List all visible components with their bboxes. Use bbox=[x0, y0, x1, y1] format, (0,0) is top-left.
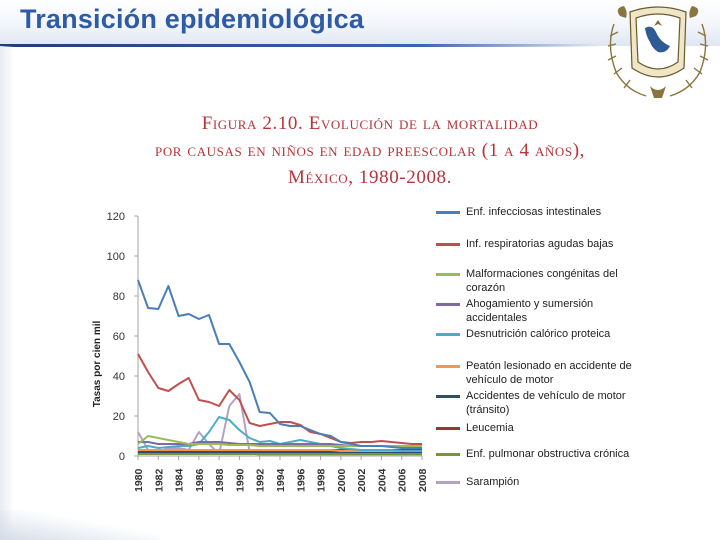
unam-crest-logo bbox=[607, 6, 709, 98]
y-tick-label: 0 bbox=[119, 451, 125, 463]
x-tick-label: 1998 bbox=[316, 468, 328, 492]
legend-swatch bbox=[436, 453, 460, 456]
y-axis-label: Tasas por cien mil bbox=[92, 321, 103, 408]
x-tick-label: 2008 bbox=[417, 468, 429, 492]
legend-swatch bbox=[436, 211, 460, 214]
legend-swatch bbox=[436, 365, 460, 368]
legend-swatch bbox=[436, 395, 460, 398]
legend-swatch bbox=[436, 481, 460, 484]
x-tick-label: 2002 bbox=[356, 468, 368, 492]
y-tick-label: 80 bbox=[113, 291, 125, 303]
y-tick-label: 40 bbox=[113, 371, 125, 383]
figure-caption: Figura 2.10. Evolución de la mortalidad … bbox=[90, 110, 650, 191]
caption-line-3: México, 1980-2008. bbox=[288, 167, 452, 188]
legend-swatch bbox=[436, 273, 460, 276]
x-tick-label: 1986 bbox=[194, 468, 206, 492]
bottom-decoration bbox=[0, 510, 160, 540]
legend-label: Inf. respiratorias agudas bajas bbox=[466, 238, 614, 250]
caption-line-1: Figura 2.10. Evolución de la mortalidad bbox=[201, 113, 539, 134]
x-tick-label: 2000 bbox=[336, 468, 348, 492]
legend-label: Leucemia bbox=[466, 422, 514, 434]
legend-label: Ahogamiento y sumersión accidentales bbox=[466, 298, 594, 324]
legend-label: Sarampión bbox=[466, 476, 520, 488]
legend-swatch bbox=[436, 333, 460, 336]
y-tick-label: 60 bbox=[113, 331, 125, 343]
y-tick-label: 20 bbox=[113, 411, 125, 423]
legend-swatch bbox=[436, 243, 460, 246]
header-bar bbox=[0, 0, 720, 46]
series-line bbox=[137, 279, 422, 449]
legend-swatch bbox=[436, 427, 460, 430]
y-tick-label: 120 bbox=[107, 211, 125, 223]
legend-label: Enf. infecciosas intestinales bbox=[466, 206, 602, 218]
x-tick-label: 1992 bbox=[255, 468, 267, 492]
legend-label: Enf. pulmonar obstructiva crónica bbox=[466, 448, 630, 460]
left-decoration bbox=[0, 46, 14, 540]
x-tick-label: 1990 bbox=[234, 468, 246, 492]
legend-label: Malformaciones congénitas del corazón bbox=[466, 268, 618, 294]
legend-label: Desnutrición calórico proteica bbox=[466, 328, 611, 340]
x-tick-label: 1994 bbox=[275, 468, 287, 492]
x-tick-label: 2006 bbox=[397, 468, 409, 492]
x-tick-label: 1984 bbox=[174, 468, 186, 492]
legend-label: Accidentes de vehículo de motor (tránsit… bbox=[466, 390, 626, 416]
legend-label: Peatón lesionado en accidente de vehícul… bbox=[466, 360, 632, 386]
slide-title: Transición epidemiológica bbox=[20, 4, 365, 34]
x-tick-label: 1982 bbox=[153, 468, 165, 492]
y-tick-label: 100 bbox=[107, 251, 125, 263]
legend-swatch bbox=[436, 303, 460, 306]
mortality-line-chart: 0 20 40 60 80 100 120 1980 1982 1984 1986 1988 1990 1… bbox=[92, 211, 429, 492]
series-line bbox=[137, 353, 422, 445]
caption-line-2: por causas en niños en edad preescolar (… bbox=[154, 140, 586, 161]
x-tick-label: 1988 bbox=[214, 468, 226, 492]
x-tick-label: 1980 bbox=[133, 468, 145, 492]
x-tick-label: 2004 bbox=[376, 468, 388, 492]
x-tick-label: 1996 bbox=[295, 468, 307, 492]
header-underline bbox=[0, 44, 600, 47]
